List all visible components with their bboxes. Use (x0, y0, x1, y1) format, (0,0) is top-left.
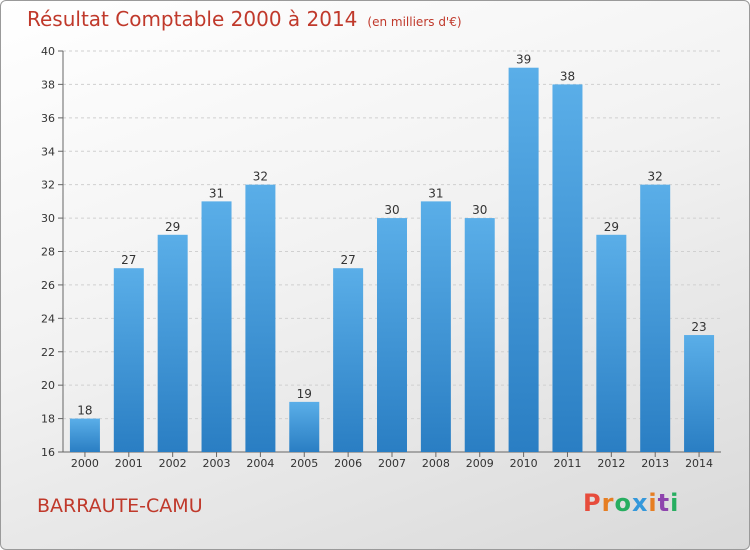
logo-letter: P (583, 489, 602, 517)
x-tick-label: 2000 (71, 457, 99, 470)
bar[interactable] (69, 418, 100, 452)
data-label: 27 (340, 253, 355, 267)
logo-letter: i (648, 489, 658, 517)
y-tick-label: 38 (41, 78, 55, 91)
y-tick-label: 28 (41, 246, 55, 259)
title-text: Résultat Comptable 2000 à 2014 (27, 7, 358, 31)
x-tick-label: 2010 (510, 457, 538, 470)
data-label: 23 (691, 320, 706, 334)
data-label: 32 (253, 170, 268, 184)
logo-letter: r (601, 489, 615, 517)
bar[interactable] (201, 201, 232, 452)
x-tick-label: 2005 (290, 457, 318, 470)
bar[interactable] (157, 234, 188, 452)
data-label: 27 (121, 253, 136, 267)
bars (69, 67, 715, 453)
data-label: 31 (428, 186, 443, 200)
chart-title: Résultat Comptable 2000 à 2014 (en millie… (27, 7, 462, 31)
bar[interactable] (420, 201, 451, 452)
x-tick-label: 2002 (159, 457, 187, 470)
bar[interactable] (333, 268, 364, 452)
logo-letter: i (670, 489, 680, 517)
proxiti-logo[interactable]: Proxiti (583, 489, 679, 517)
y-tick-label: 24 (41, 312, 55, 325)
data-label: 38 (560, 69, 575, 83)
x-tick-label: 2014 (685, 457, 713, 470)
bar[interactable] (640, 184, 671, 452)
y-tick-label: 30 (41, 212, 55, 225)
logo-letter: t (657, 489, 671, 517)
labels: 16 18 20 22 24 26 28 30 32 34 36 38 40 18 2000 27 2001 29… (41, 45, 713, 470)
data-label: 30 (472, 203, 487, 217)
bar[interactable] (289, 401, 320, 452)
y-tick-label: 22 (41, 346, 55, 359)
x-tick-label: 2008 (422, 457, 450, 470)
logo-letter: x (631, 489, 649, 517)
data-label: 29 (604, 220, 619, 234)
bar[interactable] (245, 184, 276, 452)
x-tick-label: 2011 (553, 457, 581, 470)
data-label: 29 (165, 220, 180, 234)
data-label: 18 (77, 404, 92, 418)
x-tick-label: 2012 (597, 457, 625, 470)
x-tick-label: 2013 (641, 457, 669, 470)
bar[interactable] (377, 218, 407, 452)
data-label: 32 (648, 170, 663, 184)
bar[interactable] (552, 84, 583, 453)
data-label: 39 (516, 53, 531, 67)
city-name: BARRAUTE-CAMU (37, 495, 203, 517)
x-tick-label: 2009 (466, 457, 494, 470)
data-label: 30 (384, 203, 399, 217)
y-tick-label: 20 (41, 379, 55, 392)
x-tick-label: 2001 (115, 457, 143, 470)
y-tick-label: 16 (41, 446, 55, 459)
bar[interactable] (464, 218, 495, 452)
bar[interactable] (508, 67, 539, 452)
data-label: 19 (297, 387, 312, 401)
y-tick-label: 18 (41, 413, 55, 426)
y-tick-label: 34 (41, 145, 55, 158)
logo-letter: o (614, 489, 632, 517)
y-tick-label: 40 (41, 45, 55, 58)
bar[interactable] (684, 335, 715, 452)
chart-subtitle: (en milliers d'€) (367, 15, 462, 29)
y-tick-label: 32 (41, 179, 55, 192)
bar[interactable] (596, 234, 627, 452)
y-tick-label: 36 (41, 112, 55, 125)
x-tick-label: 2007 (378, 457, 406, 470)
x-tick-label: 2003 (203, 457, 231, 470)
data-label: 31 (209, 186, 224, 200)
x-tick-label: 2004 (246, 457, 274, 470)
y-tick-label: 26 (41, 279, 55, 292)
bar[interactable] (113, 268, 144, 452)
x-tick-label: 2006 (334, 457, 362, 470)
